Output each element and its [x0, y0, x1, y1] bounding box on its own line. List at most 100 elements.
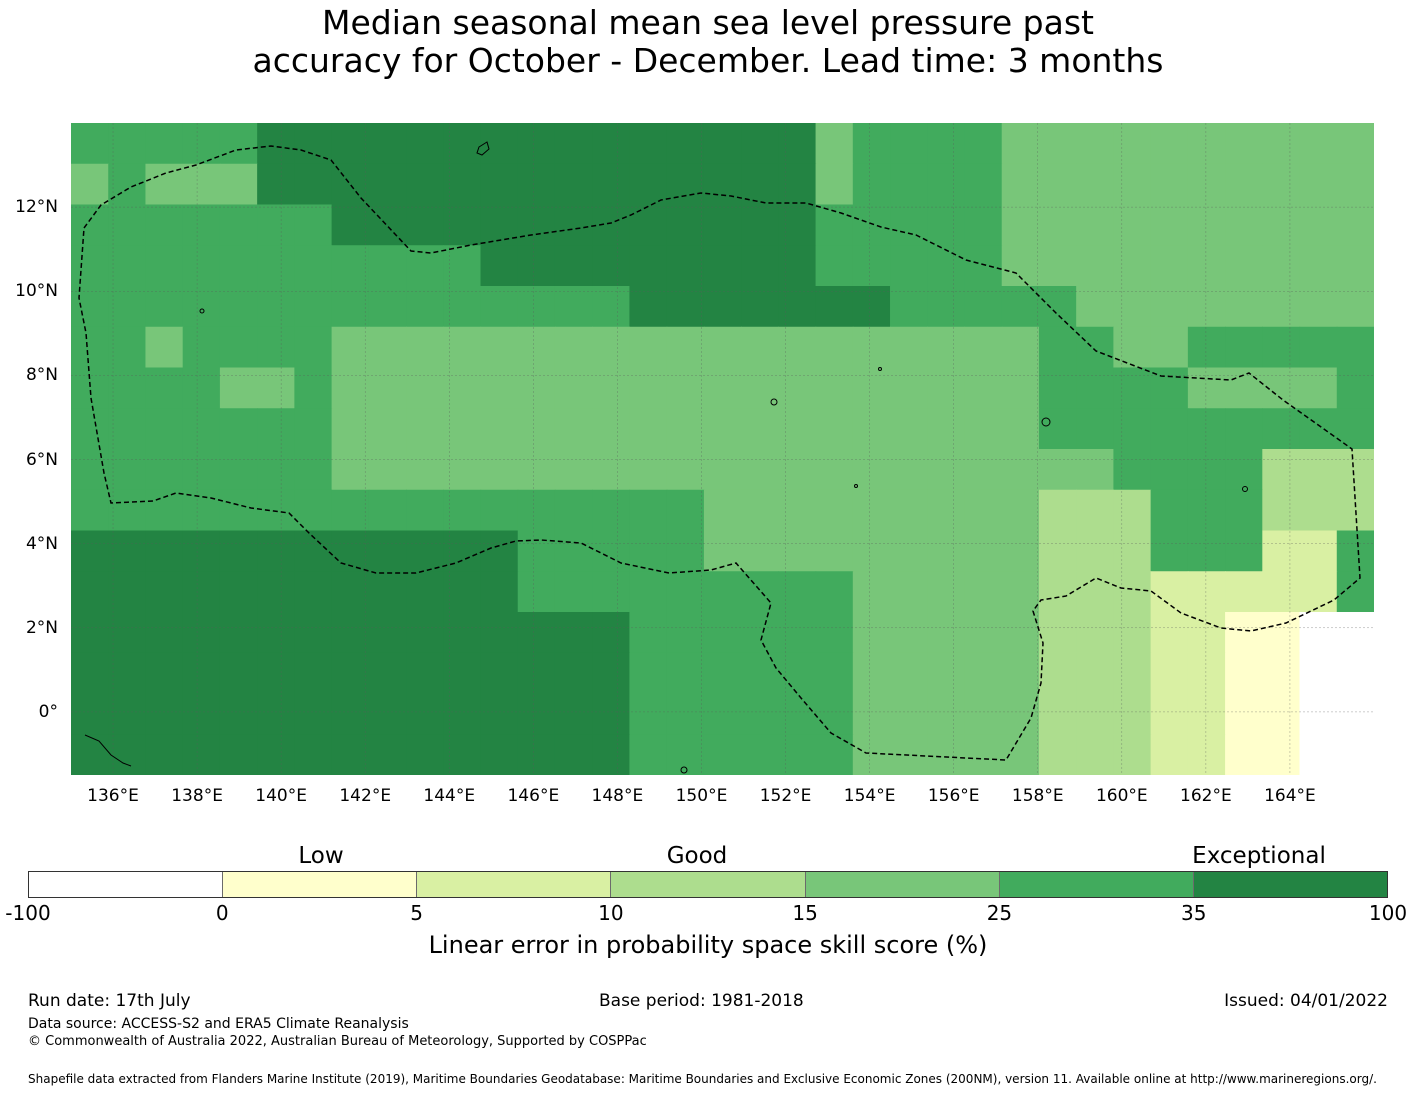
latitude-label: 10°N: [15, 281, 58, 302]
skill-cell: [852, 489, 891, 532]
skill-cell: [1150, 734, 1189, 775]
colorbar-tick-label: 25: [986, 901, 1013, 925]
longitude-label: 156°E: [927, 786, 980, 806]
category-label-low: Low: [298, 843, 344, 869]
colorbar-segment: [1192, 872, 1387, 897]
skill-cell: [480, 489, 519, 532]
chuuk-atoll: [770, 398, 778, 406]
skill-cell: [1187, 408, 1226, 450]
skill-cell: [517, 367, 556, 409]
skill-cell: [852, 612, 891, 654]
skill-cell: [629, 286, 668, 328]
skill-cell: [1113, 734, 1152, 775]
skill-cell: [71, 123, 109, 165]
skill-cell: [741, 326, 779, 369]
skill-cell: [592, 123, 631, 165]
skill-cell: [257, 449, 295, 491]
skill-cell: [1187, 449, 1226, 491]
skill-cell: [406, 489, 444, 532]
skill-cell: [443, 408, 482, 450]
skill-cell: [480, 734, 519, 775]
skill-cell: [480, 693, 519, 735]
skill-cell: [592, 693, 631, 735]
category-label-exceptional: Exceptional: [1192, 843, 1326, 869]
skill-cell: [741, 530, 779, 572]
longitude-label: 138°E: [171, 786, 223, 806]
latitude-label: 6°N: [25, 449, 58, 470]
skill-cell: [257, 326, 295, 369]
skill-cell: [1336, 204, 1374, 246]
eez-boundary: [78, 145, 1361, 761]
skill-cell: [1076, 652, 1114, 695]
skill-cell: [443, 612, 482, 654]
skill-cell: [71, 571, 109, 613]
skill-cell: [406, 571, 444, 613]
skill-cell: [703, 326, 742, 369]
skill-cell: [852, 245, 891, 287]
skill-cell: [145, 652, 184, 695]
skill-cell: [1001, 530, 1040, 572]
skill-cell: [182, 652, 221, 695]
skill-cell: [1187, 286, 1226, 328]
skill-cell: [1262, 326, 1301, 369]
skill-cell: [1001, 449, 1040, 491]
skill-cell: [182, 245, 221, 287]
skill-cell: [406, 612, 444, 654]
skill-cell: [964, 286, 1003, 328]
skill-cell: [294, 163, 333, 206]
skill-cell: [1299, 163, 1338, 206]
skill-cell: [219, 326, 258, 369]
skill-cell: [778, 163, 817, 206]
skill-cell: [703, 245, 742, 287]
skill-cell: [890, 489, 928, 532]
skill-cell: [1225, 530, 1263, 572]
skill-cell: [964, 652, 1003, 695]
skill-cell: [108, 571, 147, 613]
skill-cell: [592, 408, 631, 450]
skill-cell: [703, 286, 742, 328]
skill-cell: [1113, 123, 1152, 165]
skill-cell: [108, 367, 147, 409]
skill-score-map: [71, 123, 1374, 775]
skill-cell: [219, 367, 258, 409]
skill-cell: [629, 530, 668, 572]
skill-cell: [1076, 612, 1114, 654]
skill-cell: [778, 734, 817, 775]
skill-cell: [1262, 734, 1301, 775]
skill-cell: [517, 652, 556, 695]
skill-cell: [71, 489, 109, 532]
skill-cell: [1076, 163, 1114, 206]
skill-cell: [108, 489, 147, 532]
skill-cell: [890, 245, 928, 287]
skill-cell: [927, 286, 966, 328]
skill-cell: [1150, 245, 1189, 287]
graticule: [71, 123, 1374, 775]
skill-cell: [257, 204, 295, 246]
longitude-label: 160°E: [1095, 786, 1148, 806]
skill-cell: [927, 489, 966, 532]
skill-cell: [1150, 123, 1189, 165]
skill-cell: [964, 326, 1003, 369]
skill-cell: [778, 571, 817, 613]
skill-cell: [1150, 204, 1189, 246]
skill-cell: [257, 571, 295, 613]
skill-cell: [703, 734, 742, 775]
skill-cell: [927, 693, 966, 735]
skill-cell: [219, 245, 258, 287]
skill-cell: [331, 286, 370, 328]
skill-cell: [1336, 326, 1374, 369]
skill-cell: [71, 612, 109, 654]
latitude-label: 0°: [38, 701, 58, 722]
skill-cell: [1150, 693, 1189, 735]
skill-cell: [815, 734, 854, 775]
skill-cell: [927, 163, 966, 206]
skill-cell: [219, 286, 258, 328]
skill-cell: [480, 408, 519, 450]
skill-cell: [666, 449, 705, 491]
skill-cell: [592, 449, 631, 491]
skill-cell: [368, 449, 407, 491]
skill-cell: [71, 326, 109, 369]
skill-cell: [852, 449, 891, 491]
kosrae-island: [1242, 486, 1248, 492]
skill-cell: [1299, 408, 1338, 450]
